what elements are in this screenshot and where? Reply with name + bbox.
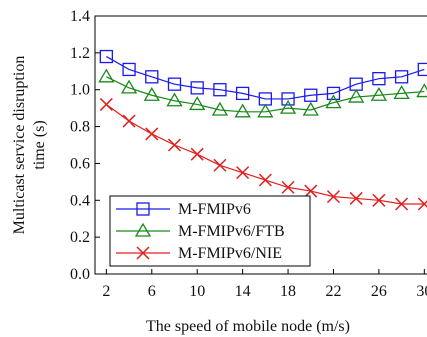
data-point	[213, 83, 227, 97]
data-point	[326, 190, 341, 204]
series-1	[99, 49, 427, 106]
legend-label: M-FMIPv6	[178, 201, 251, 218]
data-point	[236, 166, 250, 180]
y-tick-label: 0.6	[70, 155, 90, 172]
legend-label: M-FMIPv6/FTB	[178, 223, 285, 240]
legend-marker	[136, 246, 150, 260]
y-tick-label: 1.2	[70, 45, 90, 62]
x-tick-label: 6	[148, 283, 156, 300]
series-line	[106, 103, 425, 205]
data-point	[234, 103, 251, 118]
data-point	[167, 77, 182, 91]
data-point	[304, 88, 318, 102]
data-point	[417, 62, 427, 77]
data-point	[370, 86, 388, 101]
data-point	[166, 92, 183, 107]
x-tick-label: 30	[416, 283, 427, 300]
legend-marker	[134, 222, 152, 237]
y-tick-label: 1.0	[70, 82, 90, 99]
data-point	[348, 88, 365, 103]
legend-marker	[136, 202, 150, 216]
legend-label: M-FMIPv6/NIE	[178, 245, 282, 262]
y-axis-title-line-2: time (s)	[31, 120, 48, 169]
data-point	[281, 92, 295, 106]
y-tick-label: 0.8	[70, 119, 90, 136]
data-point	[145, 127, 159, 141]
y-axis-title-line-1: Multicast service disruption	[11, 56, 28, 235]
data-point	[145, 70, 159, 84]
data-point	[167, 138, 182, 152]
data-point	[99, 49, 114, 64]
data-point	[326, 86, 341, 101]
data-point	[122, 114, 136, 128]
data-point	[281, 180, 295, 194]
data-point	[416, 83, 427, 98]
x-tick-label: 22	[325, 283, 341, 300]
data-point	[235, 86, 250, 101]
data-point	[99, 97, 113, 111]
data-point	[120, 79, 138, 94]
x-axis-title: The speed of mobile node (m/s)	[146, 318, 350, 335]
series-2	[98, 68, 427, 118]
data-point	[190, 147, 204, 161]
series-3	[99, 97, 427, 211]
data-point	[325, 94, 342, 109]
x-tick-label: 10	[189, 283, 205, 300]
y-tick-label: 0.2	[70, 229, 90, 246]
data-point	[258, 173, 272, 187]
data-point	[213, 158, 227, 172]
x-tick-label: 14	[235, 283, 251, 300]
y-tick-label: 0.0	[70, 266, 90, 283]
data-point	[302, 101, 319, 116]
data-point	[393, 85, 410, 100]
data-point	[189, 96, 206, 111]
data-point	[372, 193, 386, 207]
data-point	[395, 197, 409, 211]
data-point	[122, 62, 136, 77]
y-axis-ticks: 0.0 0.2 0.4 0.6 0.8 1.0 1.2 1.4	[70, 8, 100, 283]
data-point	[417, 197, 427, 211]
data-point	[394, 70, 409, 84]
y-tick-label: 0.4	[70, 192, 90, 209]
data-point	[143, 86, 160, 101]
legend: M-FMIPv6 M-FMIPv6/FTB M-FMIPv6/NIE	[109, 195, 311, 267]
x-tick-label: 26	[371, 283, 387, 300]
data-point	[372, 72, 386, 86]
y-axis-title: Multicast service disruption time (s)	[11, 56, 48, 235]
y-tick-label: 1.4	[70, 8, 90, 25]
data-point	[257, 103, 274, 118]
plot-frame	[94, 15, 427, 275]
data-point	[349, 191, 363, 205]
data-point	[211, 101, 229, 116]
data-point	[98, 68, 115, 83]
data-point	[304, 184, 318, 198]
x-tick-label: 18	[280, 283, 296, 300]
data-point	[279, 99, 297, 114]
series-line	[106, 56, 425, 100]
series-line	[106, 76, 425, 113]
series-layer	[98, 49, 427, 211]
x-tick-label: 2	[102, 283, 110, 300]
data-point	[190, 81, 204, 95]
